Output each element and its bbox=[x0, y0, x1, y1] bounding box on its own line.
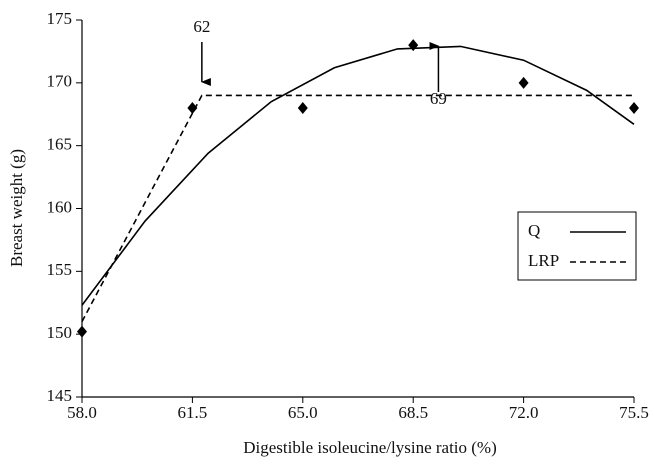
annotation: 69 bbox=[430, 89, 447, 108]
x-tick-label: 58.0 bbox=[67, 403, 97, 422]
y-tick-label: 160 bbox=[47, 197, 73, 216]
data-point bbox=[408, 39, 419, 52]
y-axis-title: Breast weight (g) bbox=[7, 149, 26, 267]
y-tick-label: 175 bbox=[47, 9, 73, 28]
data-point bbox=[518, 76, 529, 89]
legend-label: LRP bbox=[528, 251, 559, 270]
x-tick-label: 72.0 bbox=[509, 403, 539, 422]
y-tick-label: 155 bbox=[47, 260, 73, 279]
x-tick-label: 65.0 bbox=[288, 403, 318, 422]
y-tick-label: 145 bbox=[47, 386, 73, 405]
y-tick-label: 170 bbox=[47, 72, 73, 91]
x-axis-title: Digestible isoleucine/lysine ratio (%) bbox=[243, 438, 497, 457]
annotation: 62 bbox=[193, 17, 210, 36]
data-point bbox=[77, 325, 87, 338]
x-tick-label: 61.5 bbox=[178, 403, 208, 422]
data-point bbox=[187, 101, 198, 114]
x-tick-label: 68.5 bbox=[398, 403, 428, 422]
y-tick-label: 165 bbox=[47, 135, 73, 154]
data-point bbox=[297, 101, 308, 114]
data-point bbox=[629, 101, 639, 114]
y-tick-label: 150 bbox=[47, 323, 73, 342]
series-line bbox=[81, 45, 635, 306]
legend-label: Q bbox=[528, 221, 540, 240]
series-line bbox=[81, 94, 634, 322]
x-tick-label: 75.5 bbox=[619, 403, 649, 422]
legend-box bbox=[517, 211, 637, 281]
